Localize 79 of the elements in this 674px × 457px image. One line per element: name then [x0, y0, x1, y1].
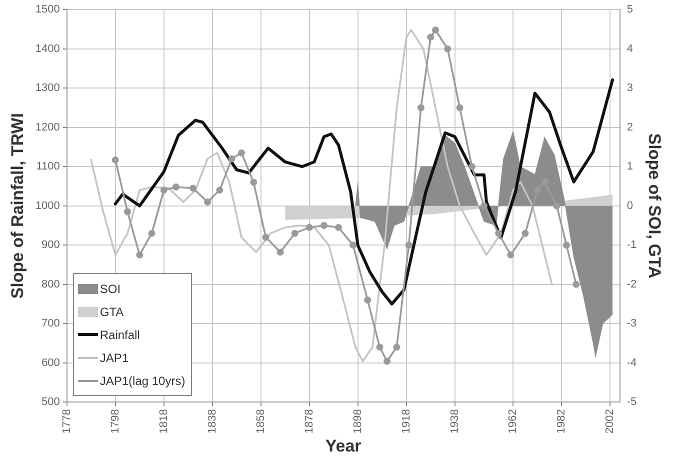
point: [417, 104, 424, 112]
y2-tick-label: 4: [626, 42, 633, 55]
point: [189, 184, 196, 192]
point: [250, 178, 258, 186]
y2-tick-label: 1: [626, 160, 633, 173]
legend-label: SOI: [100, 282, 121, 296]
point: [172, 184, 180, 191]
point: [376, 344, 384, 351]
y-tick-label: 1400: [35, 42, 60, 55]
x-tick-label: 1938: [448, 409, 461, 434]
point: [562, 242, 570, 249]
x-tick-label: 1962: [507, 409, 520, 434]
y-tick-label: 1300: [35, 82, 60, 94]
y-tick-label: 1200: [35, 121, 60, 134]
y2-tick-label: 3: [626, 82, 633, 94]
point: [522, 230, 529, 237]
y-tick-label: 1500: [35, 4, 60, 16]
y-tick-label: 800: [42, 278, 60, 290]
point: [480, 202, 488, 210]
legend-label: JAP1(lag 10yrs): [100, 374, 186, 388]
point: [204, 198, 212, 206]
point: [495, 230, 502, 237]
point: [507, 251, 514, 258]
point: [427, 34, 434, 41]
y2-tick-label: 2: [626, 121, 633, 134]
y2-tick-label: 5: [626, 4, 633, 16]
x-tick-label: 1898: [352, 409, 364, 434]
x-tick-label: 1858: [254, 409, 267, 434]
point: [334, 224, 342, 231]
point: [216, 186, 224, 194]
x-tick-label: 1918: [400, 409, 412, 434]
y-tick-label: 600: [42, 356, 60, 369]
x-tick-label: 1878: [303, 409, 316, 434]
x-tick-label: 1778: [60, 409, 73, 434]
y-tick-label: 1100: [36, 160, 60, 173]
point: [444, 45, 452, 52]
point: [228, 155, 236, 162]
point: [124, 208, 131, 216]
point: [393, 344, 400, 351]
x-axis-title: Year: [325, 436, 362, 456]
x-tick-label: 1982: [556, 409, 568, 434]
point: [291, 230, 298, 237]
x-tick-label: 1798: [109, 409, 122, 434]
y2-tick-label: -2: [626, 278, 637, 290]
y2-tick-label: -4: [626, 356, 637, 369]
point: [364, 296, 372, 304]
legend-label: Rainfall: [100, 328, 140, 342]
legend-label: GTA: [100, 304, 124, 319]
point: [553, 202, 560, 210]
y2-tick-label: -3: [626, 318, 637, 330]
y-tick-label: 1000: [35, 200, 60, 212]
y2-tick-label: -1: [626, 239, 637, 252]
y-tick-label: 500: [42, 396, 60, 408]
point: [136, 251, 144, 258]
point: [405, 242, 412, 249]
point: [468, 163, 476, 170]
point: [572, 280, 580, 288]
point: [320, 222, 328, 229]
point: [350, 242, 357, 249]
x-tick-label: 1818: [158, 409, 170, 434]
y-tick-label: 900: [42, 239, 60, 252]
y2-axis-title: Slope of SOI, GTA: [645, 133, 664, 278]
y2-tick-label: -5: [626, 396, 637, 408]
x-tick-label: 1838: [206, 409, 218, 434]
point: [306, 224, 313, 231]
point: [112, 156, 119, 164]
point: [384, 358, 390, 365]
y-axis-title: Slope of Rainfall, TRWI: [8, 112, 27, 299]
legend-label: JAP1: [100, 350, 129, 365]
x-tick-label: 2002: [604, 409, 616, 434]
point: [160, 186, 168, 194]
point: [262, 234, 270, 241]
point: [238, 149, 245, 156]
point: [432, 26, 440, 34]
point: [276, 248, 284, 256]
y-tick-label: 700: [42, 318, 60, 330]
point: [456, 104, 464, 112]
point: [148, 230, 156, 237]
y2-tick-label: 0: [626, 200, 633, 212]
